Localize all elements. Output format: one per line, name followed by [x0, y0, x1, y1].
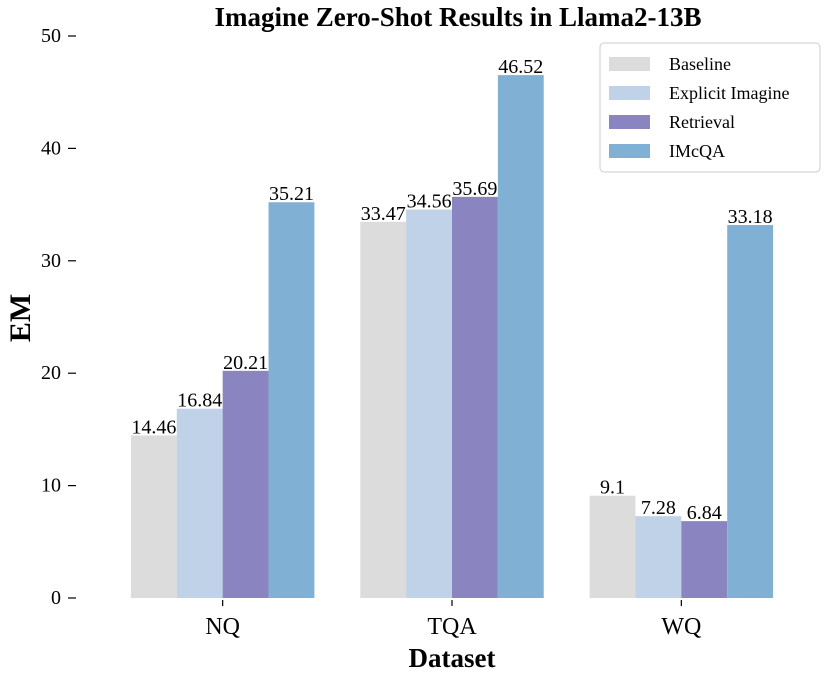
- x-tick-label: WQ: [661, 614, 701, 640]
- x-tick-label: TQA: [427, 614, 477, 640]
- bar-value-label: 35.21: [269, 183, 314, 205]
- legend-box: [599, 42, 821, 173]
- bar-imcqa-tqa: [497, 75, 544, 599]
- bar-value-label: 16.84: [177, 390, 222, 412]
- bar-baseline-tqa: [360, 221, 407, 599]
- chart-title: Imagine Zero-Shot Results in Llama2-13B: [214, 2, 701, 32]
- bar-baseline-nq: [130, 435, 177, 598]
- bar-value-label: 14.46: [131, 416, 176, 438]
- x-tick-label: NQ: [205, 614, 240, 640]
- bar-retrieval-nq: [222, 370, 269, 598]
- y-tick-label: 30: [41, 250, 61, 272]
- bar-value-label: 46.52: [498, 56, 543, 78]
- bar-baseline-wq: [589, 495, 636, 598]
- bar-value-label: 34.56: [407, 191, 452, 213]
- bar-value-label: 33.47: [361, 203, 406, 225]
- legend-swatch: [609, 115, 650, 129]
- bar-value-label: 20.21: [223, 352, 268, 374]
- y-tick-label: 10: [41, 475, 61, 497]
- bar-imcqa-nq: [268, 202, 315, 598]
- bar-explicit-imagine-wq: [635, 516, 682, 598]
- bar-value-label: 6.84: [687, 502, 722, 524]
- y-axis-label: EM: [4, 294, 37, 342]
- legend-label: Explicit Imagine: [669, 83, 789, 103]
- bar-value-label: 33.18: [728, 206, 773, 228]
- bar-imcqa-wq: [727, 225, 774, 598]
- y-tick-label: 20: [41, 362, 61, 384]
- y-axis: 0 10 20 30 40 50: [41, 25, 76, 609]
- bar-retrieval-tqa: [452, 196, 498, 598]
- legend: Baseline Explicit Imagine Retrieval IMcQA: [599, 42, 821, 173]
- y-tick-label: 40: [41, 137, 61, 159]
- legend-swatch: [609, 144, 650, 158]
- legend-swatch: [609, 57, 650, 71]
- bar-explicit-imagine-tqa: [406, 209, 452, 598]
- y-tick-label: 50: [41, 25, 61, 47]
- x-axis: NQ TQA WQ: [205, 600, 701, 640]
- y-tick-label: 0: [51, 587, 61, 609]
- bar-value-label: 7.28: [641, 497, 676, 519]
- x-axis-label: Dataset: [409, 643, 496, 673]
- bar-value-label: 9.1: [600, 477, 625, 499]
- legend-swatch: [609, 86, 650, 100]
- bar-explicit-imagine-nq: [176, 408, 223, 598]
- bar-value-label: 35.69: [452, 178, 497, 200]
- bar-retrieval-wq: [681, 521, 728, 598]
- legend-label: Retrieval: [669, 112, 735, 132]
- legend-label: IMcQA: [669, 141, 725, 161]
- legend-label: Baseline: [669, 54, 731, 74]
